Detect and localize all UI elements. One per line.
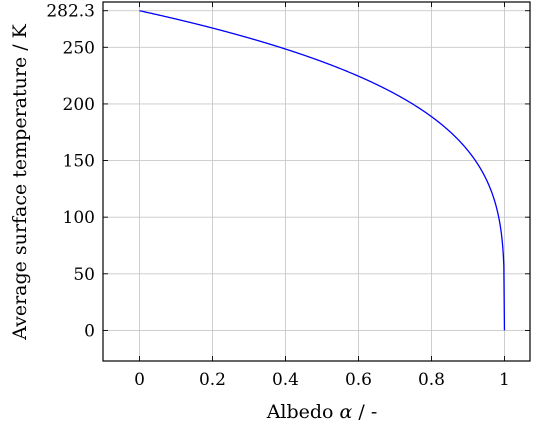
- temperature-curve: [139, 10, 506, 331]
- y-axis-title: Average surface temperature / K: [9, 23, 31, 341]
- y-tick-label: 150: [63, 152, 95, 172]
- x-axis-title: Albedo α / -: [266, 401, 378, 423]
- y-tick-label: 250: [63, 38, 95, 58]
- y-tick-label: 282.3: [46, 2, 95, 22]
- y-tick-label: 100: [63, 208, 95, 228]
- x-tick-label: 0: [134, 370, 145, 390]
- plot-frame: [102, 1, 531, 362]
- y-tick-label: 0: [84, 321, 95, 341]
- y-tick-label: 50: [73, 265, 95, 285]
- tick-marks: [103, 2, 530, 361]
- tick-labels: 0 0.2 0.4 0.6 0.8 1 0 50 100 150 200 250 282.3: [46, 2, 510, 390]
- x-tick-label: 0.2: [199, 370, 226, 390]
- x-tick-label: 0.4: [272, 370, 299, 390]
- series-layer: [139, 10, 506, 331]
- x-tick-label: 1: [499, 370, 510, 390]
- x-tick-label: 0.8: [418, 370, 445, 390]
- x-tick-label: 0.6: [345, 370, 372, 390]
- y-tick-label: 200: [63, 95, 95, 115]
- grid-lines: [103, 2, 530, 361]
